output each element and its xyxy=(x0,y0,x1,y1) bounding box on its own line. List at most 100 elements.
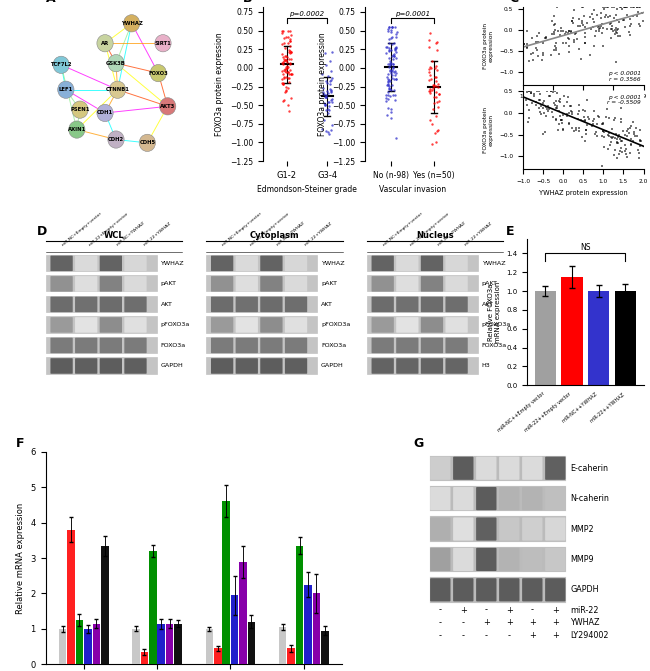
Text: YWHAZ: YWHAZ xyxy=(121,21,142,25)
FancyBboxPatch shape xyxy=(445,338,468,353)
Bar xyxy=(46,255,158,272)
FancyBboxPatch shape xyxy=(453,578,473,601)
FancyBboxPatch shape xyxy=(499,487,519,510)
Bar xyxy=(430,456,566,481)
Bar xyxy=(296,546,304,664)
FancyBboxPatch shape xyxy=(75,256,98,271)
FancyBboxPatch shape xyxy=(211,338,233,353)
Bar xyxy=(206,296,318,313)
Text: CDH2: CDH2 xyxy=(108,137,124,142)
Text: AKT: AKT xyxy=(161,302,172,307)
Text: CDH5: CDH5 xyxy=(139,140,155,146)
Text: pFOXO3a: pFOXO3a xyxy=(321,323,350,327)
Bar xyxy=(367,316,479,333)
Text: miR-22: miR-22 xyxy=(570,606,599,615)
Text: -: - xyxy=(462,619,465,627)
Bar xyxy=(367,337,479,354)
FancyBboxPatch shape xyxy=(430,517,450,541)
Text: F: F xyxy=(16,437,24,450)
Text: -: - xyxy=(531,606,534,615)
Bar xyxy=(206,316,318,333)
Bar xyxy=(367,296,479,313)
FancyBboxPatch shape xyxy=(396,317,419,333)
Text: AXIN1: AXIN1 xyxy=(68,127,86,132)
FancyBboxPatch shape xyxy=(421,317,443,333)
Bar xyxy=(304,584,312,664)
Bar xyxy=(67,529,75,664)
Bar xyxy=(279,627,287,664)
Circle shape xyxy=(72,101,88,118)
Text: pAKT: pAKT xyxy=(161,281,176,287)
FancyBboxPatch shape xyxy=(99,297,122,312)
FancyBboxPatch shape xyxy=(453,517,473,541)
FancyBboxPatch shape xyxy=(476,457,497,480)
Circle shape xyxy=(58,81,74,99)
FancyBboxPatch shape xyxy=(260,358,283,374)
Text: miR-NC+Empty+vector: miR-NC+Empty+vector xyxy=(382,211,424,247)
Text: E-caherin: E-caherin xyxy=(570,464,608,473)
FancyBboxPatch shape xyxy=(211,256,233,271)
Bar xyxy=(206,255,318,272)
Bar xyxy=(140,652,148,664)
Text: miR-NC+YWHAZ: miR-NC+YWHAZ xyxy=(116,221,146,247)
Text: GAPDH: GAPDH xyxy=(161,364,183,368)
FancyBboxPatch shape xyxy=(51,317,73,333)
FancyBboxPatch shape xyxy=(124,338,147,353)
Bar xyxy=(248,622,255,664)
Text: +: + xyxy=(506,619,513,627)
Text: AKT: AKT xyxy=(482,302,493,307)
Text: AKT: AKT xyxy=(321,302,333,307)
Text: miR-NC++YWHAZ: miR-NC++YWHAZ xyxy=(561,391,599,424)
FancyBboxPatch shape xyxy=(372,358,394,374)
Text: YWHAZ: YWHAZ xyxy=(482,261,505,266)
FancyBboxPatch shape xyxy=(372,256,394,271)
Text: WCL: WCL xyxy=(103,231,124,240)
FancyBboxPatch shape xyxy=(445,297,468,312)
FancyBboxPatch shape xyxy=(211,358,233,374)
Bar xyxy=(166,623,174,664)
FancyBboxPatch shape xyxy=(499,517,519,541)
FancyBboxPatch shape xyxy=(421,276,443,292)
Circle shape xyxy=(155,35,171,52)
FancyBboxPatch shape xyxy=(124,358,147,374)
Bar xyxy=(367,275,479,293)
FancyBboxPatch shape xyxy=(545,457,566,480)
Text: +: + xyxy=(460,606,467,615)
Bar xyxy=(430,516,566,541)
Bar xyxy=(534,291,556,385)
FancyBboxPatch shape xyxy=(285,256,307,271)
FancyBboxPatch shape xyxy=(545,487,566,510)
Text: G: G xyxy=(413,437,424,450)
Text: pFOXO3a: pFOXO3a xyxy=(161,323,190,327)
FancyBboxPatch shape xyxy=(51,358,73,374)
Text: miR-22+YWHAZ: miR-22+YWHAZ xyxy=(143,221,172,247)
Bar xyxy=(84,629,92,664)
FancyBboxPatch shape xyxy=(396,358,419,374)
Bar xyxy=(46,296,158,313)
FancyBboxPatch shape xyxy=(124,276,147,292)
Text: D: D xyxy=(37,225,47,238)
Text: miR-22++Empty vector: miR-22++Empty vector xyxy=(524,391,572,433)
Text: FOXO3a: FOXO3a xyxy=(321,343,346,348)
Text: H3: H3 xyxy=(482,364,490,368)
Text: +: + xyxy=(552,631,559,640)
Text: FOXO3: FOXO3 xyxy=(148,70,168,76)
Text: Cytoplasm: Cytoplasm xyxy=(250,231,299,240)
Text: +: + xyxy=(506,606,513,615)
FancyBboxPatch shape xyxy=(430,578,450,601)
Text: GAPDH: GAPDH xyxy=(570,585,599,595)
FancyBboxPatch shape xyxy=(396,256,419,271)
Text: +: + xyxy=(552,619,559,627)
FancyBboxPatch shape xyxy=(75,358,98,374)
Text: miR-NC+Empty+vector: miR-NC+Empty+vector xyxy=(60,211,103,247)
FancyBboxPatch shape xyxy=(421,256,443,271)
FancyBboxPatch shape xyxy=(260,317,283,333)
Bar xyxy=(615,291,636,385)
FancyBboxPatch shape xyxy=(453,457,473,480)
FancyBboxPatch shape xyxy=(75,338,98,353)
FancyBboxPatch shape xyxy=(211,297,233,312)
Circle shape xyxy=(108,131,124,148)
Bar xyxy=(367,358,479,374)
FancyBboxPatch shape xyxy=(372,338,394,353)
Text: miR-NC+YWHAZ: miR-NC+YWHAZ xyxy=(276,221,306,247)
